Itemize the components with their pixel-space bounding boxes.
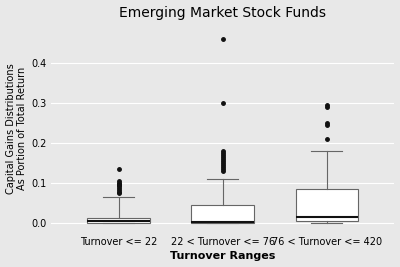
X-axis label: Turnover Ranges: Turnover Ranges	[170, 252, 275, 261]
PathPatch shape	[296, 189, 358, 221]
Title: Emerging Market Stock Funds: Emerging Market Stock Funds	[119, 6, 326, 19]
Y-axis label: Capital Gains Distributions
As Portion of Total Return: Capital Gains Distributions As Portion o…	[6, 63, 27, 194]
PathPatch shape	[87, 218, 150, 223]
PathPatch shape	[192, 205, 254, 223]
